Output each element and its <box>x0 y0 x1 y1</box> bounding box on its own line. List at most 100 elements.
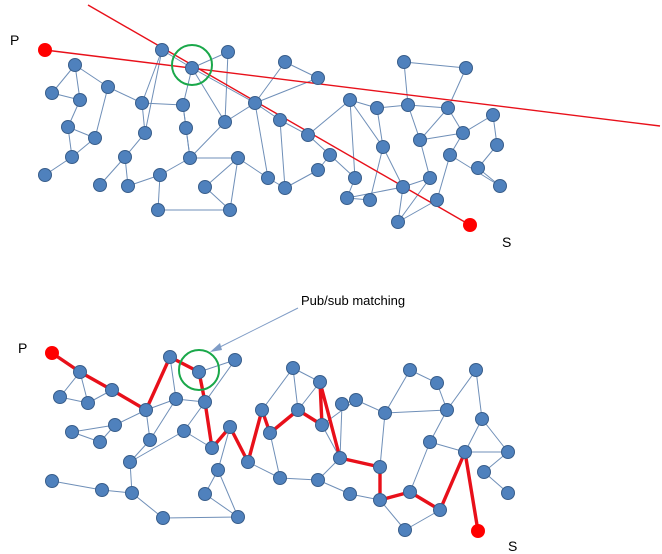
top-publisher-node <box>38 43 52 57</box>
network-edge <box>261 367 294 411</box>
network-node <box>348 171 362 185</box>
pubsub-matching-annotation: Pub/sub matching <box>301 293 405 308</box>
network-node <box>501 445 515 459</box>
network-edge <box>229 157 239 211</box>
network-node <box>493 179 507 193</box>
bottom-match-circle <box>178 349 220 391</box>
network-node <box>403 363 417 377</box>
network-node <box>61 120 75 134</box>
network-edge <box>254 61 286 104</box>
network-node <box>278 55 292 69</box>
publisher-direct-line <box>44 49 661 127</box>
network-node <box>459 61 473 75</box>
network-edge <box>419 107 449 141</box>
network-node <box>156 511 170 525</box>
network-node <box>155 43 169 57</box>
network-node <box>68 58 82 72</box>
network-node <box>73 93 87 107</box>
network-edge <box>419 132 464 141</box>
bottom-subscriber-label: S <box>508 538 517 554</box>
network-node <box>169 392 183 406</box>
network-edge <box>204 359 236 403</box>
network-edge <box>321 399 357 426</box>
network-node <box>198 180 212 194</box>
top-subscriber-label: S <box>502 234 511 250</box>
network-edge <box>217 426 231 471</box>
network-node <box>433 503 447 517</box>
network-edge <box>279 119 286 189</box>
top-publisher-label: P <box>10 32 19 48</box>
network-node <box>185 61 199 75</box>
network-node <box>373 493 387 507</box>
network-node <box>311 163 325 177</box>
network-node <box>397 55 411 69</box>
network-edge <box>384 369 411 414</box>
network-node <box>163 350 177 364</box>
network-edge <box>217 469 239 518</box>
bottom-network-panel: P S Pub/sub matching <box>18 293 517 554</box>
network-edge <box>162 516 239 519</box>
network-edge <box>346 186 404 199</box>
network-node <box>211 463 225 477</box>
network-edge <box>149 398 177 441</box>
network-node <box>205 441 219 455</box>
network-edge <box>349 99 356 179</box>
network-node <box>231 151 245 165</box>
network-node <box>121 179 135 193</box>
annotation-arrow <box>213 307 299 351</box>
network-node <box>291 403 305 417</box>
network-edge <box>191 67 256 104</box>
network-node <box>151 203 165 217</box>
network-node <box>343 93 357 107</box>
network-node <box>401 98 415 112</box>
network-node <box>263 426 277 440</box>
network-node <box>335 397 349 411</box>
network-node <box>153 168 167 182</box>
top-network-panel: P S <box>10 4 661 250</box>
bottom-nodes <box>45 350 515 537</box>
network-node <box>311 473 325 487</box>
network-edge <box>71 424 116 433</box>
network-node <box>490 138 504 152</box>
network-edge <box>379 412 386 468</box>
network-edge <box>254 102 269 179</box>
network-node <box>65 150 79 164</box>
network-node <box>45 86 59 100</box>
network-node <box>398 523 412 537</box>
network-node <box>440 403 454 417</box>
network-edge <box>382 146 404 188</box>
network-node <box>363 193 377 207</box>
network-node <box>248 96 262 110</box>
network-node <box>179 121 193 135</box>
network-node <box>125 486 139 500</box>
network-node <box>221 45 235 59</box>
network-node <box>143 433 157 447</box>
network-node <box>139 403 153 417</box>
network-node <box>223 203 237 217</box>
network-edge <box>292 367 299 411</box>
network-node <box>223 420 237 434</box>
network-node <box>192 365 206 379</box>
network-node <box>88 131 102 145</box>
network-node <box>218 115 232 129</box>
network-node <box>241 455 255 469</box>
network-node <box>423 435 437 449</box>
network-node <box>45 474 59 488</box>
network-node <box>413 133 427 147</box>
network-node <box>105 383 119 397</box>
network-node <box>471 161 485 175</box>
network-edge <box>169 356 177 400</box>
top-subscriber-node <box>463 218 477 232</box>
network-edge <box>204 157 239 188</box>
network-node <box>323 148 337 162</box>
network-node <box>441 101 455 115</box>
network-node <box>101 80 115 94</box>
network-node <box>396 180 410 194</box>
top-match-circle <box>171 44 213 86</box>
network-node <box>93 178 107 192</box>
bottom-route-path <box>51 351 480 532</box>
network-node <box>108 418 122 432</box>
network-node <box>315 418 329 432</box>
network-edge <box>446 369 477 411</box>
